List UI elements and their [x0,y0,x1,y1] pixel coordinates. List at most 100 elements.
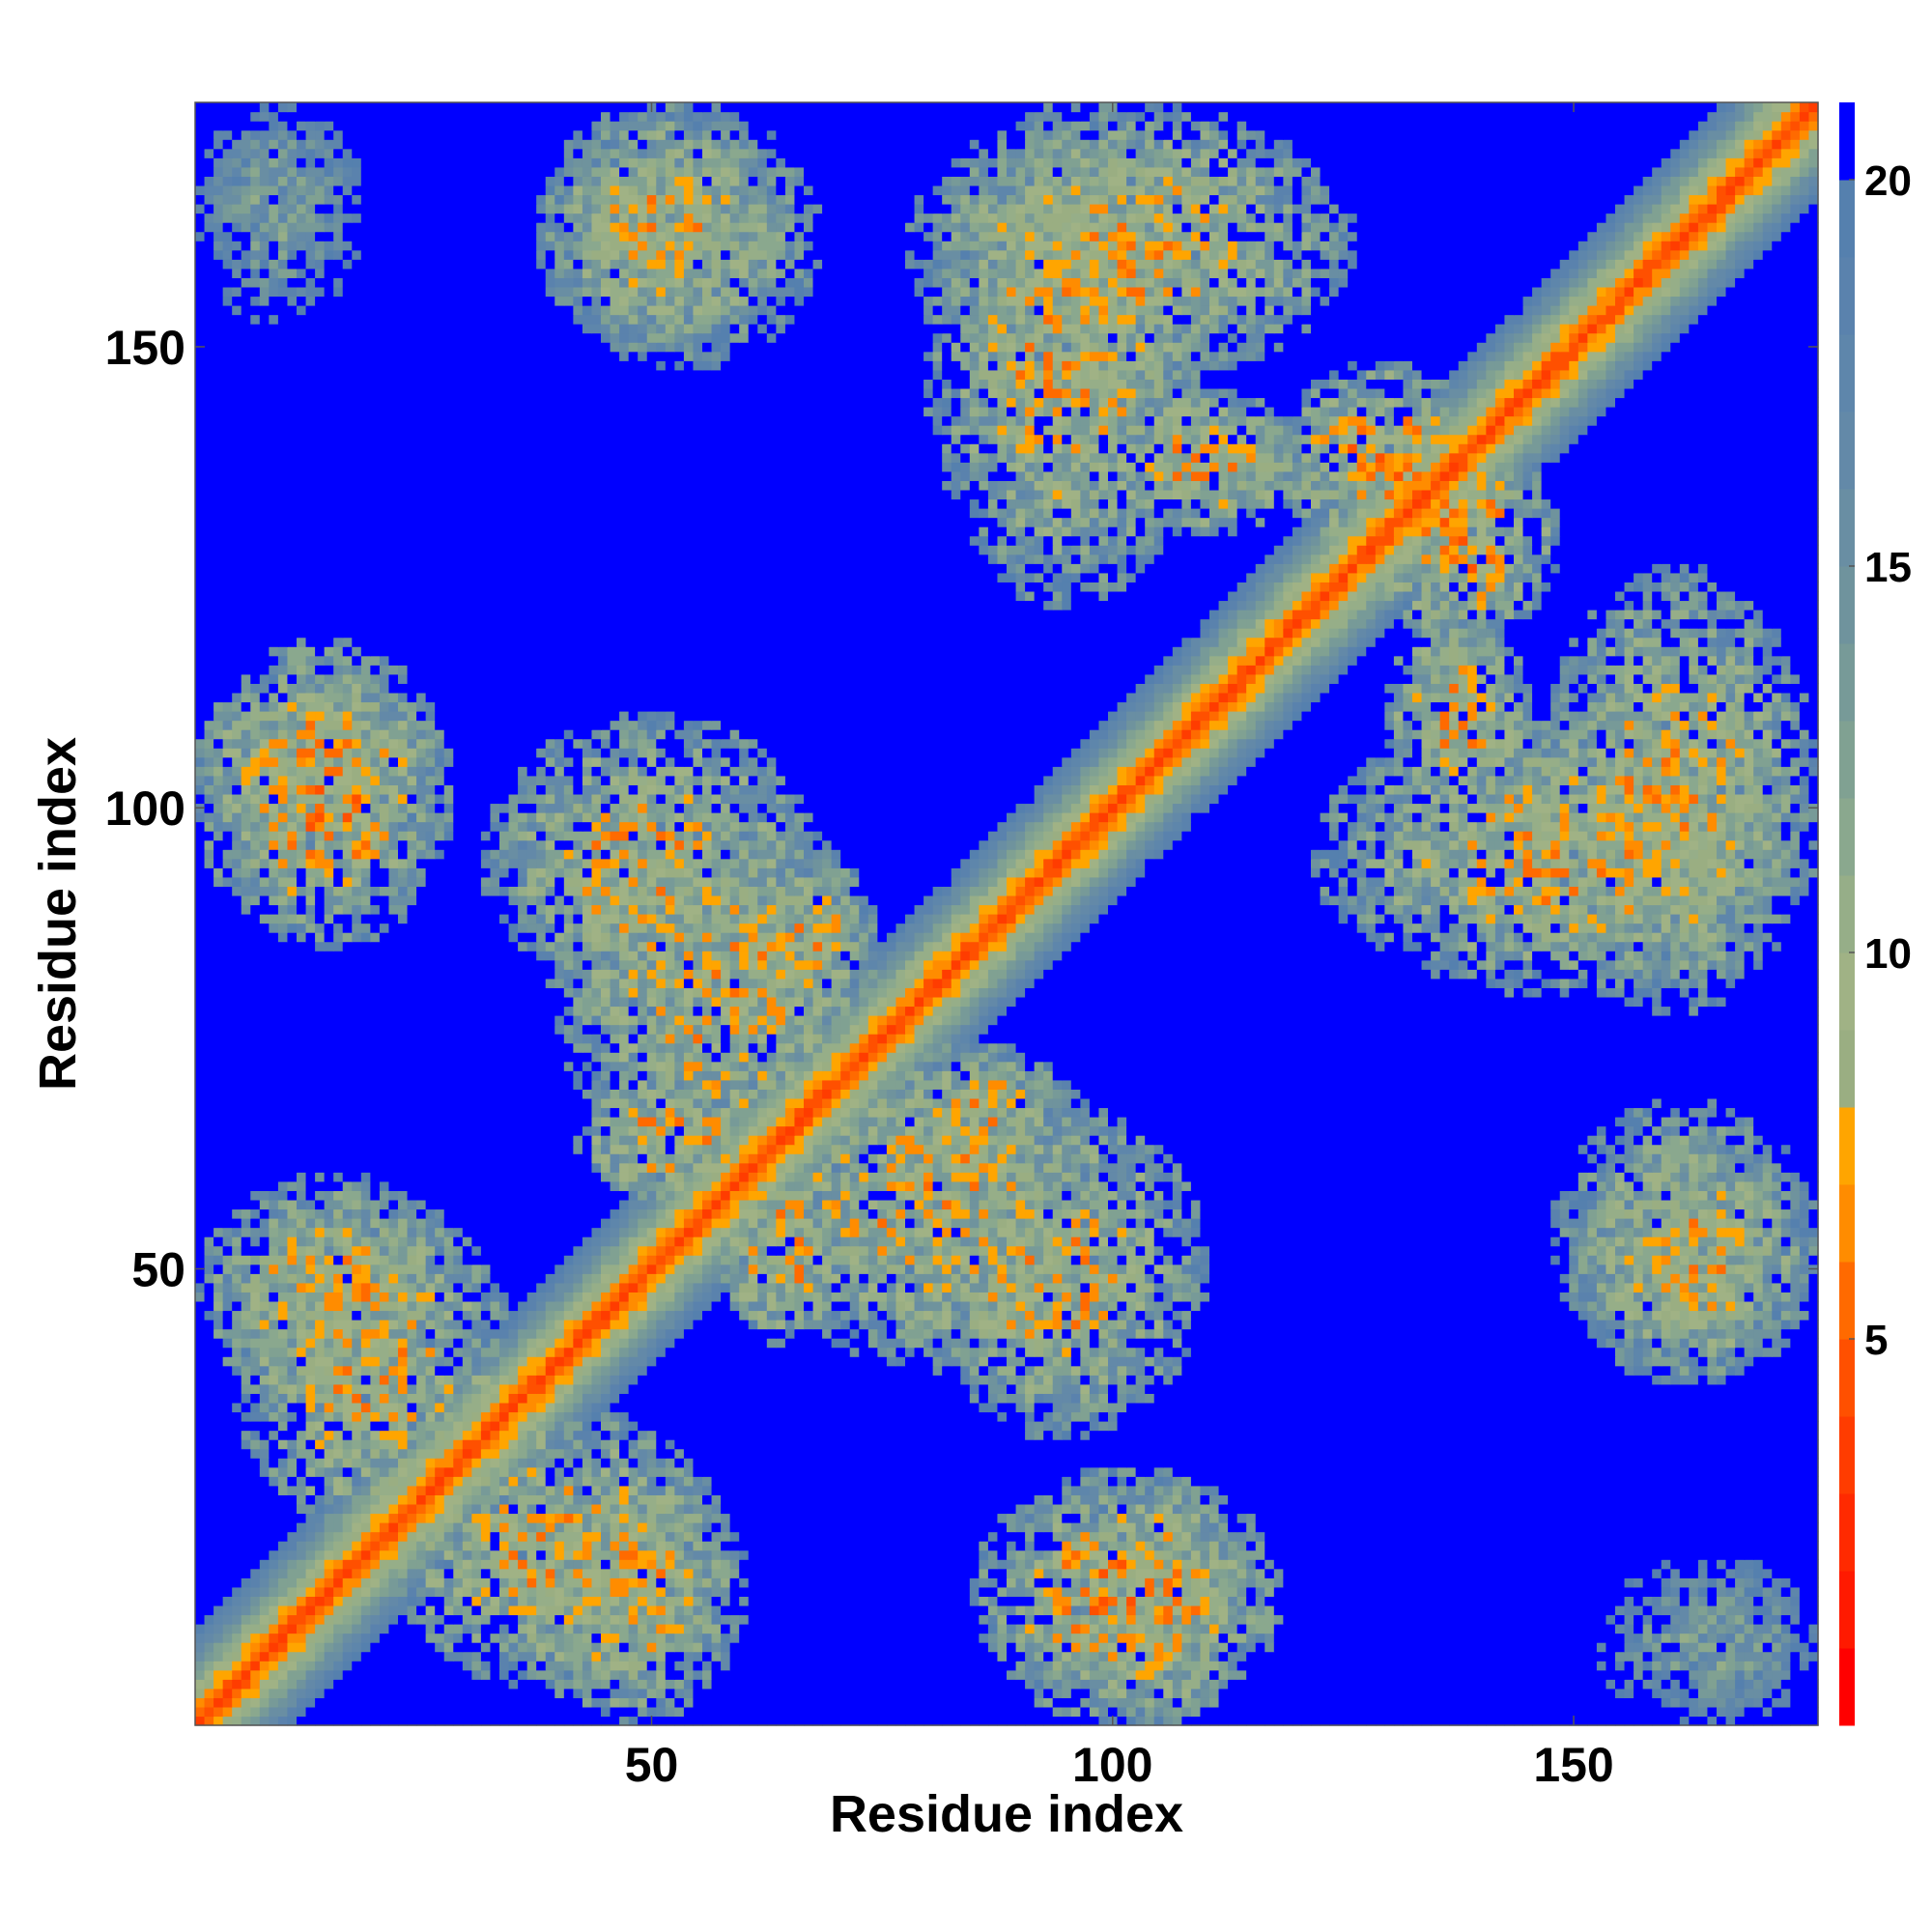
heatmap-cell [757,1596,767,1605]
heatmap-cell [832,1486,841,1495]
heatmap-cell [1800,1577,1809,1587]
heatmap-cell [1246,1596,1256,1605]
heatmap-cell [426,1624,436,1634]
heatmap-cell [546,1605,555,1615]
heatmap-cell [1542,1587,1551,1597]
heatmap-cell [1763,1569,1773,1578]
heatmap-cell [398,1661,408,1670]
heatmap-cell [1200,1522,1209,1532]
heatmap-cell [1274,1670,1284,1680]
heatmap-cell [1293,1513,1302,1522]
heatmap-cell [1477,1522,1487,1532]
heatmap-cell [195,1476,205,1486]
heatmap-cell [611,1522,620,1532]
heatmap-cell [536,1652,546,1662]
heatmap-cell [757,1504,767,1514]
heatmap-cell [1532,1467,1542,1477]
heatmap-cell [573,1486,582,1495]
heatmap-cell [242,1634,251,1643]
heatmap-cell [868,1504,878,1514]
heatmap-cell [1467,1476,1477,1486]
heatmap-cell [1246,1689,1256,1698]
heatmap-cell [1532,1634,1542,1643]
heatmap-cell [832,1541,841,1550]
heatmap-cell [260,1614,270,1624]
heatmap-cell [915,1504,924,1514]
heatmap-cell [1098,1522,1108,1532]
heatmap-cell [1376,1476,1385,1486]
heatmap-cell [666,1541,675,1550]
heatmap-cell [1181,1494,1191,1504]
heatmap-cell [1311,1476,1321,1486]
heatmap-cell [942,1661,952,1670]
heatmap-cell [1643,1614,1653,1624]
heatmap-cell [1098,1494,1108,1504]
heatmap-cell [232,1689,242,1698]
heatmap-cell [702,1716,712,1725]
heatmap-cell [564,1697,574,1707]
heatmap-cell [1181,1661,1191,1670]
heatmap-cell [1643,1541,1653,1550]
heatmap-cell [1550,1532,1560,1542]
heatmap-cell [794,1634,804,1643]
heatmap-cell [1560,1614,1570,1624]
heatmap-cell [1256,1605,1265,1615]
heatmap-cell [1154,1716,1164,1725]
heatmap-cell [638,1541,647,1550]
heatmap-cell [1532,1642,1542,1652]
heatmap-cell [297,1716,306,1725]
heatmap-cell [1726,1614,1736,1624]
heatmap-cell [1357,1467,1367,1477]
heatmap-cell [1477,1504,1487,1514]
heatmap-cell [1477,1532,1487,1542]
heatmap-cell [1605,1642,1615,1652]
heatmap-cell [1422,1614,1432,1624]
heatmap-cell [1412,1486,1422,1495]
heatmap-cell [702,1587,712,1597]
heatmap-cell [388,1550,398,1560]
heatmap-cell [757,1707,767,1717]
heatmap-cell [693,1716,702,1725]
heatmap-cell [471,1467,481,1477]
heatmap-cell [1136,1596,1146,1605]
heatmap-cell [1293,1577,1302,1587]
heatmap-cell [1605,1716,1615,1725]
heatmap-cell [195,1614,205,1624]
heatmap-cell [1053,1596,1063,1605]
heatmap-cell [388,1679,398,1689]
heatmap-cell [1680,1587,1690,1597]
heatmap-cell [278,1577,288,1587]
heatmap-cell [1504,1532,1514,1542]
heatmap-cell [1264,1605,1274,1615]
heatmap-cell [242,1624,251,1634]
heatmap-cell [1329,1614,1339,1624]
heatmap-cell [306,1624,316,1634]
heatmap-cell [554,1494,564,1504]
heatmap-cell [398,1716,408,1725]
heatmap-cell [813,1532,823,1542]
heatmap-cell [333,1458,343,1467]
heatmap-cell [223,1679,233,1689]
heatmap-cell [1283,1614,1293,1624]
heatmap-cell [794,1476,804,1486]
heatmap-cell [1274,1494,1284,1504]
heatmap-cell [1643,1550,1653,1560]
heatmap-cell [1035,1504,1044,1514]
heatmap-cell [1283,1605,1293,1615]
heatmap-cell [195,1577,205,1587]
heatmap-cell [684,1569,694,1578]
heatmap-cell [1542,1522,1551,1532]
heatmap-cell [1062,1670,1071,1680]
heatmap-cell [232,1634,242,1643]
heatmap-cell [1118,1550,1127,1560]
heatmap-cell [1181,1624,1191,1634]
heatmap-cell [1753,1707,1763,1717]
heatmap-cell [1514,1486,1523,1495]
heatmap-cell [1062,1634,1071,1643]
heatmap-cell [1634,1559,1643,1569]
heatmap-cell [656,1550,666,1560]
heatmap-cell [859,1605,868,1615]
heatmap-cell [260,1486,270,1495]
heatmap-cell [601,1661,611,1670]
heatmap-cell [518,1458,527,1467]
